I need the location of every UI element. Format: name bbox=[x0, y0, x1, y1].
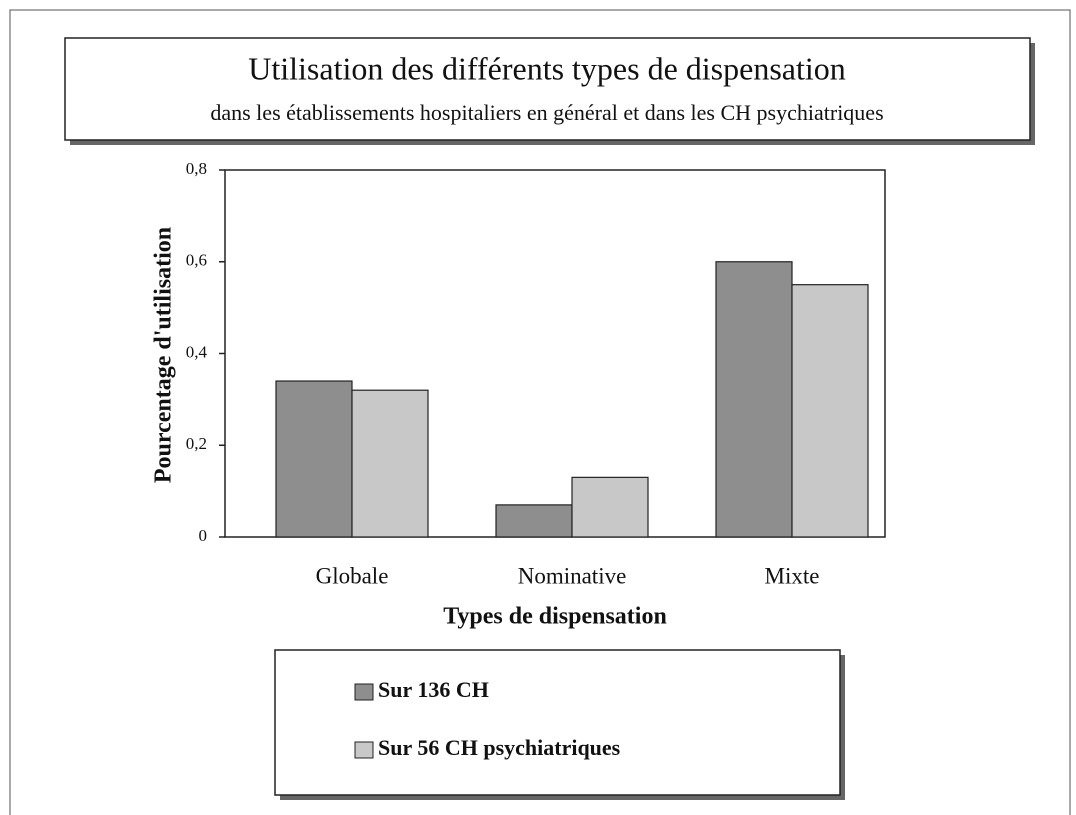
legend-label: Sur 56 CH psychiatriques bbox=[378, 735, 621, 760]
y-tick-label: 0,4 bbox=[186, 342, 208, 361]
y-tick-label: 0 bbox=[199, 526, 208, 545]
x-axis-label: Types de dispensation bbox=[443, 604, 667, 630]
y-tick-label: 0,2 bbox=[186, 434, 207, 453]
legend-swatch bbox=[354, 741, 374, 759]
y-tick-label: 0,8 bbox=[186, 159, 207, 178]
x-tick-label: Nominative bbox=[518, 563, 627, 588]
bar bbox=[495, 504, 573, 538]
chart-title: Utilisation des différents types de disp… bbox=[248, 50, 846, 86]
bar bbox=[275, 380, 353, 538]
title-box bbox=[64, 37, 1031, 141]
y-axis-label: Pourcentage d'utilisation bbox=[151, 227, 177, 483]
chart-subtitle: dans les établissements hospitaliers en … bbox=[210, 100, 883, 125]
legend-box bbox=[274, 649, 841, 796]
bar bbox=[571, 476, 649, 538]
page-frame bbox=[9, 9, 1071, 815]
bar bbox=[791, 284, 869, 538]
legend-label: Sur 136 CH bbox=[378, 677, 489, 702]
x-tick-label: Mixte bbox=[765, 563, 820, 588]
x-tick-label: Globale bbox=[316, 563, 389, 588]
bar bbox=[351, 389, 429, 538]
y-tick-label: 0,6 bbox=[186, 251, 207, 270]
bar bbox=[715, 261, 793, 538]
legend-swatch bbox=[354, 683, 374, 701]
